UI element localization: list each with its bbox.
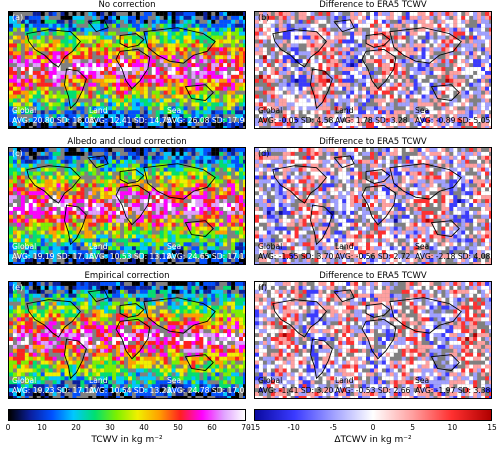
tcwv-colorbar bbox=[8, 409, 246, 421]
title-c: Albedo and cloud correction bbox=[67, 137, 187, 147]
diff-map bbox=[255, 148, 491, 264]
title-f: Difference to ERA5 TCWV bbox=[319, 271, 427, 281]
global-stats: AVG: 19.23 SD: 17.12 bbox=[12, 386, 95, 395]
diff-colorbar-label: ΔTCWV in kg m⁻² bbox=[334, 435, 412, 445]
panel-e: (e) Global Land Sea AVG: 19.23 SD: 17.12… bbox=[8, 281, 246, 399]
global-label: Global bbox=[258, 376, 283, 385]
title-b: Difference to ERA5 TCWV bbox=[319, 0, 427, 10]
tcwv-map bbox=[9, 148, 245, 264]
colorbar-tick: 60 bbox=[207, 423, 217, 432]
title-e: Empirical correction bbox=[84, 271, 170, 281]
diff-map bbox=[255, 12, 491, 128]
diff-colorbar-ticks: -15 -10 -5 0 5 10 15 bbox=[248, 423, 497, 433]
global-label: Global bbox=[258, 106, 283, 115]
panel-label: (e) bbox=[12, 283, 24, 292]
sea-stats: AVG: -1.97 SD: 3.38 bbox=[415, 386, 491, 395]
global-stats: AVG: -1.55 SD: 3.70 bbox=[258, 252, 334, 261]
panel-label: (b) bbox=[258, 13, 270, 22]
global-stats: AVG: -0.05 SD: 4.58 bbox=[258, 116, 334, 125]
sea-label: Sea bbox=[415, 242, 430, 251]
stats-row: Global Land Sea AVG: -1.41 SD: 3.20 AVG:… bbox=[255, 376, 491, 398]
global-label: Global bbox=[258, 242, 283, 251]
stats-row: Global Land Sea AVG: 19.23 SD: 17.12 AVG… bbox=[9, 376, 245, 398]
land-label: Land bbox=[335, 106, 354, 115]
panel-label: (c) bbox=[12, 149, 23, 158]
colorbar-tick: 0 bbox=[5, 423, 11, 432]
colorbar-tick: 20 bbox=[71, 423, 81, 432]
tcwv-colorbar-ticks: 0 10 20 30 40 50 60 70 bbox=[5, 423, 251, 433]
sea-stats: AVG: -0.89 SD: 5.05 bbox=[415, 116, 491, 125]
panel-c: (c) Global Land Sea AVG: 19.19 SD: 17.15… bbox=[8, 147, 246, 265]
land-stats: AVG: 10.54 SD: 13.23 bbox=[89, 386, 172, 395]
global-label: Global bbox=[12, 106, 37, 115]
global-stats: AVG: 19.19 SD: 17.15 bbox=[12, 252, 95, 261]
title-d: Difference to ERA5 TCWV bbox=[319, 137, 427, 147]
colorbar-tick: 15 bbox=[487, 423, 497, 432]
global-label: Global bbox=[12, 242, 37, 251]
land-label: Land bbox=[335, 242, 354, 251]
panel-a: (a) Global Land Sea AVG: 20.80 SD: 18.03… bbox=[8, 11, 246, 129]
tcwv-map bbox=[9, 12, 245, 128]
land-label: Land bbox=[335, 376, 354, 385]
stats-row: Global Land Sea AVG: -1.55 SD: 3.70 AVG:… bbox=[255, 242, 491, 264]
tcwv-map bbox=[9, 282, 245, 398]
colorbar-tick: 30 bbox=[105, 423, 115, 432]
land-stats: AVG: 12.41 SD: 14.75 bbox=[89, 116, 172, 125]
sea-stats: AVG: 24.65 SD: 17.12 bbox=[167, 252, 246, 261]
diff-map bbox=[255, 282, 491, 398]
land-label: Land bbox=[89, 376, 108, 385]
sea-label: Sea bbox=[167, 376, 182, 385]
land-stats: AVG: -0.56 SD: 2.72 bbox=[335, 252, 411, 261]
panel-b: (b) Global Land Sea AVG: -0.05 SD: 4.58 … bbox=[254, 11, 492, 129]
sea-stats: AVG: 24.78 SD: 17.02 bbox=[167, 386, 246, 395]
panel-f: (f) Global Land Sea AVG: -1.41 SD: 3.20 … bbox=[254, 281, 492, 399]
panel-label: (d) bbox=[258, 149, 270, 158]
sea-label: Sea bbox=[415, 376, 430, 385]
title-a: No correction bbox=[98, 0, 156, 10]
land-label: Land bbox=[89, 242, 108, 251]
global-stats: AVG: 20.80 SD: 18.03 bbox=[12, 116, 95, 125]
colorbar-tick: -10 bbox=[287, 423, 300, 432]
land-stats: AVG: 1.78 SD: 3.28 bbox=[335, 116, 408, 125]
stats-row: Global Land Sea AVG: 20.80 SD: 18.03 AVG… bbox=[9, 106, 245, 128]
colorbar-tick: 5 bbox=[410, 423, 416, 432]
colorbar-tick: 40 bbox=[139, 423, 149, 432]
panel-d: (d) Global Land Sea AVG: -1.55 SD: 3.70 … bbox=[254, 147, 492, 265]
sea-stats: AVG: 26.08 SD: 17.91 bbox=[167, 116, 246, 125]
sea-stats: AVG: -2.18 SD: 4.08 bbox=[415, 252, 491, 261]
colorbar-tick: 50 bbox=[173, 423, 183, 432]
panel-label: (a) bbox=[12, 13, 24, 22]
global-label: Global bbox=[12, 376, 37, 385]
colorbar-tick: 10 bbox=[447, 423, 458, 432]
sea-label: Sea bbox=[167, 242, 182, 251]
tcwv-colorbar-label: TCWV in kg m⁻² bbox=[91, 435, 163, 445]
colorbar-tick: 0 bbox=[370, 423, 376, 432]
diff-colorbar bbox=[254, 409, 492, 421]
colorbar-tick: -5 bbox=[329, 423, 338, 432]
sea-label: Sea bbox=[167, 106, 182, 115]
land-stats: AVG: 10.53 SD: 13.18 bbox=[89, 252, 172, 261]
sea-label: Sea bbox=[415, 106, 430, 115]
land-stats: AVG: -0.53 SD: 2.66 bbox=[335, 386, 411, 395]
colorbar-tick: 70 bbox=[241, 423, 251, 432]
global-stats: AVG: -1.41 SD: 3.20 bbox=[258, 386, 334, 395]
stats-row: Global Land Sea AVG: 19.19 SD: 17.15 AVG… bbox=[9, 242, 245, 264]
colorbar-tick: -15 bbox=[247, 423, 261, 432]
stats-row: Global Land Sea AVG: -0.05 SD: 4.58 AVG:… bbox=[255, 106, 491, 128]
colorbar-tick: 10 bbox=[37, 423, 47, 432]
land-label: Land bbox=[89, 106, 108, 115]
panel-label: (f) bbox=[258, 283, 268, 292]
